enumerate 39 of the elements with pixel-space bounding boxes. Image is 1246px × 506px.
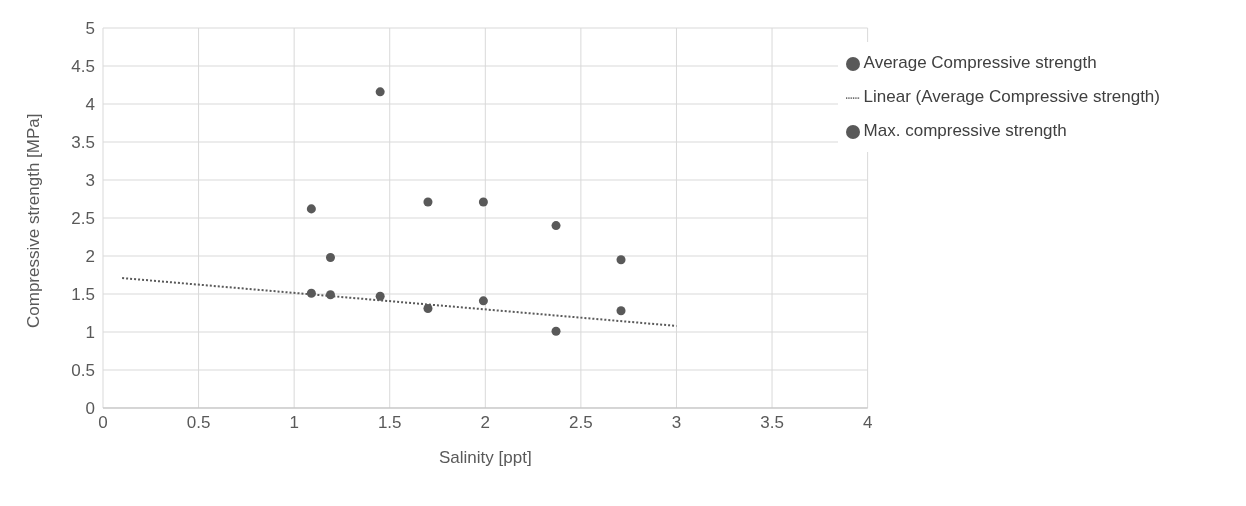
legend-label: Linear (Average Compressive strength) xyxy=(863,87,1160,106)
point xyxy=(616,255,626,265)
x-tick-label: 2.5 xyxy=(569,413,593,433)
point xyxy=(423,303,433,313)
y-tick-label: 1 xyxy=(85,323,95,343)
x-axis-title: Salinity [ppt] xyxy=(439,448,532,467)
y-axis-title: Compressive strength [MPa] xyxy=(24,113,44,328)
y-tick-label: 0.5 xyxy=(71,361,95,381)
point xyxy=(551,326,561,336)
point xyxy=(306,204,316,214)
x-tick-label: 4 xyxy=(862,413,873,433)
y-tick-label: 3 xyxy=(85,171,95,191)
y-tick-label: 0 xyxy=(85,399,95,419)
x-tick-label: 3.5 xyxy=(760,413,784,433)
point xyxy=(423,197,433,207)
y-tick-label: 4.5 xyxy=(71,57,95,77)
point xyxy=(616,306,626,316)
point xyxy=(478,296,488,306)
point xyxy=(551,221,561,231)
y-tick-label: 2.5 xyxy=(71,209,95,229)
x-tick-label: 0.5 xyxy=(186,413,211,433)
x-tick-label: 1 xyxy=(289,413,299,433)
legend-label: Max. compressive strength xyxy=(863,121,1067,140)
point xyxy=(478,197,488,207)
y-tick-label: 5 xyxy=(85,19,95,39)
point xyxy=(375,87,385,97)
x-tick-label: 1.5 xyxy=(377,413,402,433)
y-tick-label: 4 xyxy=(85,95,95,115)
y-tick-label: 1.5 xyxy=(71,285,95,305)
x-tick-label: 2 xyxy=(480,413,491,433)
legend-label: Average Compressive strength xyxy=(863,53,1097,72)
point xyxy=(375,291,385,301)
x-tick-label: 3 xyxy=(671,413,682,433)
point xyxy=(306,288,316,298)
x-tick-label: 0 xyxy=(98,413,108,433)
y-tick-label: 3.5 xyxy=(71,133,95,153)
y-tick-label: 2 xyxy=(85,247,95,267)
point xyxy=(325,290,335,300)
point xyxy=(325,253,335,263)
